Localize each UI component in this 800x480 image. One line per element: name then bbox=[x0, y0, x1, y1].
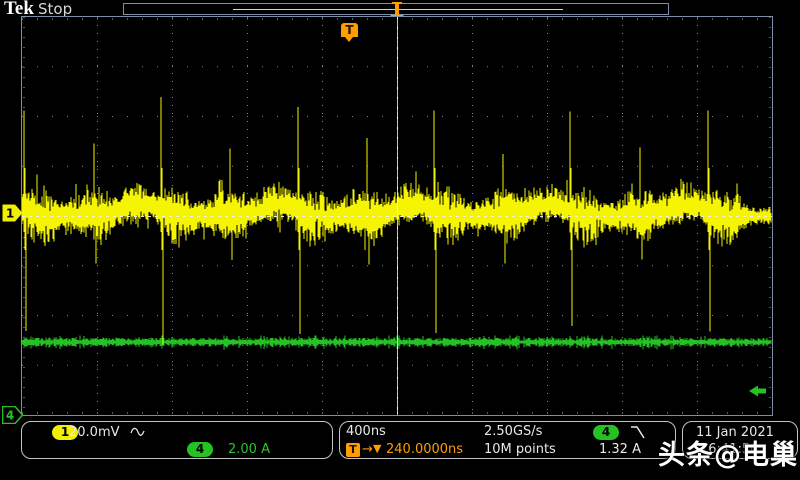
graticule bbox=[21, 16, 773, 416]
brand-logo: Tek bbox=[4, 0, 34, 19]
svg-text:4: 4 bbox=[6, 409, 14, 423]
center-crosshair bbox=[22, 17, 772, 415]
falling-edge-icon bbox=[630, 425, 646, 443]
trigger-position-icon bbox=[395, 2, 399, 15]
trigger-level-value: 1.32 A bbox=[599, 442, 641, 457]
acquisition-status: Stop bbox=[38, 0, 73, 18]
horizontal-trigger-readout-box[interactable]: 400ns 2.50GS/s 4 T → ▼ 240.0000ns 10M po… bbox=[339, 421, 676, 459]
trigger-t-marker: T bbox=[341, 23, 358, 42]
ch1-badge: 1 bbox=[52, 425, 78, 440]
horizontal-scale: 400ns bbox=[346, 424, 386, 439]
trigger-delay-marker-icon: ▼ bbox=[373, 442, 382, 455]
svg-text:1: 1 bbox=[6, 207, 14, 221]
channel-readout-box[interactable]: 1 20.0mV 4 2.00 A bbox=[21, 421, 333, 459]
ch1-position-marker[interactable]: 1 bbox=[2, 204, 23, 222]
datetime-box: 11 Jan 2021 16:41:50 bbox=[682, 421, 798, 459]
ch1-scale: 20.0mV bbox=[69, 425, 120, 440]
date-label: 11 Jan 2021 bbox=[696, 425, 774, 440]
trigger-source-badge: 4 bbox=[593, 425, 619, 440]
time-label: 16:41:50 bbox=[700, 442, 759, 457]
sample-rate: 2.50GS/s bbox=[484, 424, 543, 439]
trigger-level-arrow-icon[interactable] bbox=[749, 382, 767, 401]
ch4-badge: 4 bbox=[187, 442, 213, 457]
ac-sine-icon bbox=[130, 426, 145, 442]
trigger-delay-arrow-icon: → bbox=[362, 442, 373, 457]
trigger-delay-t-icon: T bbox=[346, 443, 360, 457]
ch4-position-marker[interactable]: 4 bbox=[2, 406, 23, 424]
waveforms bbox=[22, 97, 772, 350]
record-length: 10M points bbox=[484, 442, 556, 457]
watermark: 头条@电巢 bbox=[658, 440, 798, 471]
ch4-scale: 2.00 A bbox=[228, 442, 270, 457]
trigger-delay-value: 240.0000ns bbox=[386, 442, 464, 457]
